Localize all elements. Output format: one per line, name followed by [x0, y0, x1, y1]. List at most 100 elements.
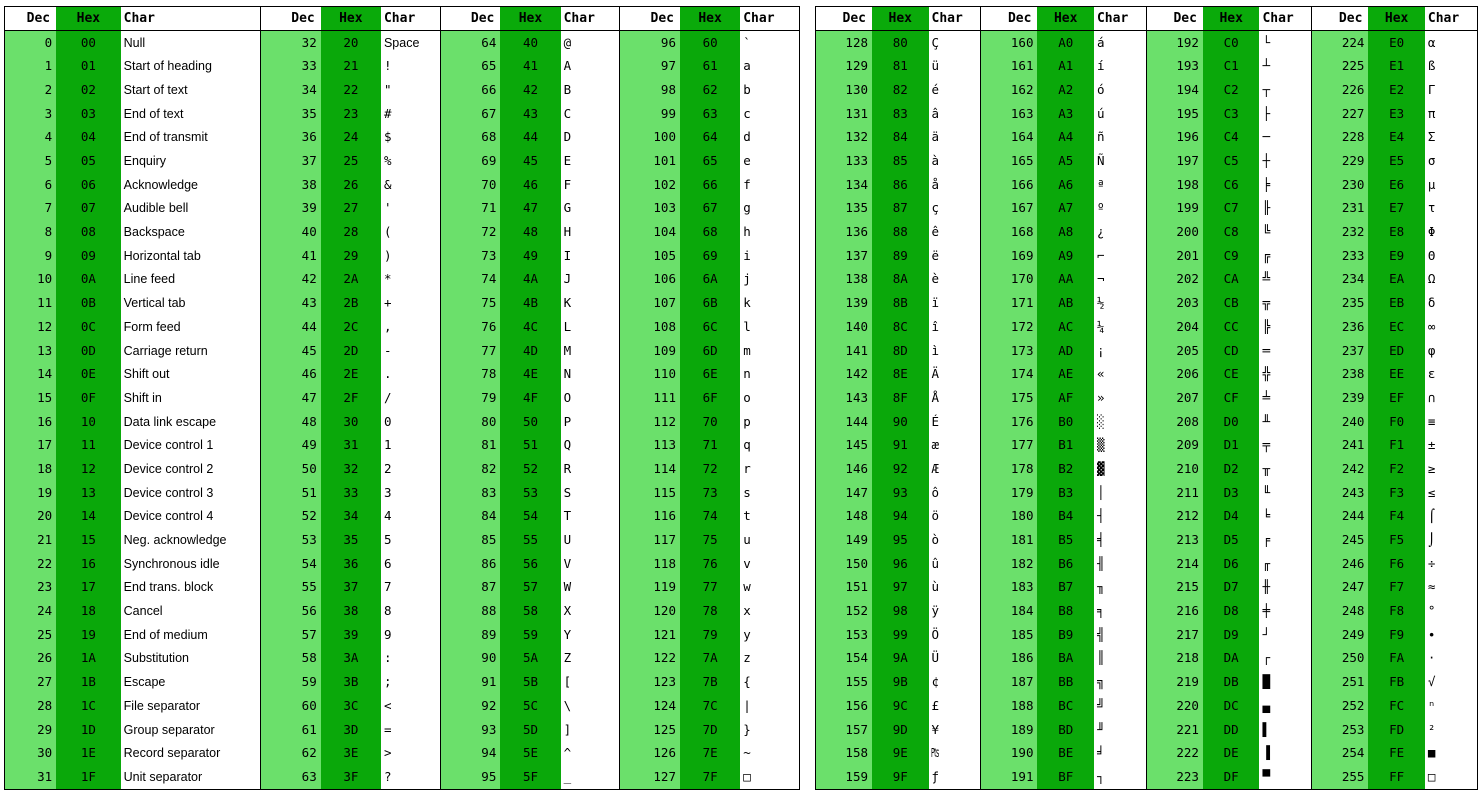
dec-cell: 196: [1146, 125, 1203, 150]
dec-cell: 140: [815, 315, 872, 339]
hex-cell: D8: [1202, 599, 1260, 624]
dec-cell: 227: [1311, 102, 1369, 126]
dec-cell: 222: [1146, 741, 1203, 766]
dec-cell: 150: [815, 552, 872, 576]
hex-cell: C5: [1202, 149, 1260, 174]
char-cell: A: [560, 54, 621, 79]
char-cell: ª: [1093, 173, 1147, 197]
hex-cell: F6: [1368, 552, 1425, 576]
table-row: 20 14 Device control 4 52 34 4 84 54 T 116 74 t: [4, 504, 801, 529]
hex-cell: DB: [1202, 670, 1260, 695]
dec-cell: 236: [1311, 315, 1369, 339]
table-row: 3 03 End of text 35 23 #67 43 C 99 63 c: [4, 102, 801, 126]
char-cell: Data link escape: [120, 410, 261, 434]
dec-cell: 64: [440, 30, 501, 55]
hex-cell: BC: [1037, 694, 1094, 718]
char-cell: µ: [1424, 173, 1478, 197]
char-cell: ú: [1093, 102, 1147, 126]
hex-cell: D3: [1202, 481, 1260, 505]
hex-cell: 9F: [872, 765, 929, 790]
hex-cell: 80: [872, 30, 929, 55]
dec-cell: 240: [1311, 410, 1369, 434]
dec-cell: 23: [4, 575, 57, 600]
char-cell: █: [1259, 670, 1313, 695]
char-cell: ¬: [1093, 267, 1147, 292]
char-cell: Θ: [1424, 244, 1478, 268]
dec-cell: 135: [815, 196, 872, 221]
hex-cell: 50: [500, 410, 561, 434]
hex-cell: ED: [1368, 338, 1425, 363]
hex-cell: 46: [500, 173, 561, 197]
char-cell: ╨: [1259, 410, 1313, 434]
char-cell: ?: [380, 765, 441, 790]
hex-cell: 61: [679, 54, 741, 79]
ascii-table-extended: Dec Hex Char Dec Hex Char Dec Hex Char Dec Hex Char…: [815, 6, 1478, 790]
char-cell: Σ: [1424, 125, 1478, 150]
hex-cell: 24: [320, 125, 381, 150]
hex-cell: 72: [679, 457, 741, 482]
table-row: 16 10 Data link escape 48 30 0 80 50 P 112 70 p: [4, 410, 801, 434]
hex-cell: 0A: [56, 267, 121, 292]
char-cell: (: [380, 220, 441, 245]
dec-cell: 215: [1146, 575, 1203, 600]
hex-cell: 6A: [679, 267, 741, 292]
dec-cell: 17: [4, 433, 57, 458]
char-cell: É: [928, 410, 982, 434]
dec-cell: 144: [815, 410, 872, 434]
dec-cell: 1: [4, 54, 57, 79]
hex-cell: 18: [56, 599, 121, 624]
hex-cell: 5C: [500, 694, 561, 718]
hex-cell: C0: [1202, 30, 1260, 55]
table-row: 21 15 Neg. acknowledge 53 35 5 85 55 U 117 75 u: [4, 528, 801, 553]
char-cell: o: [740, 386, 801, 410]
dec-cell: 48: [260, 410, 321, 434]
hex-cell: FF: [1368, 765, 1425, 790]
hex-cell: 76: [679, 552, 741, 576]
char-cell: r: [740, 457, 801, 482]
char-cell: J: [560, 267, 621, 292]
table-row: 136 88 ê 168 A8 ¿ 200 C8 ╚ 232 E8 Φ: [815, 220, 1478, 245]
char-cell: á: [1093, 30, 1147, 55]
table-row: 143 8F Å 175 AF» 207 CF ╧ 239 EF ∩: [815, 386, 1478, 410]
table-row: 4 04 End of transmit 36 24 $68 44 D 100 64 d: [4, 125, 801, 150]
dec-cell: 107: [619, 291, 680, 316]
dec-cell: 243: [1311, 481, 1369, 505]
header-dec-0: Dec: [4, 6, 57, 31]
char-cell: ½: [1093, 291, 1147, 316]
hex-cell: 78: [679, 599, 741, 624]
dec-cell: 174: [980, 362, 1038, 387]
hex-cell: 8A: [872, 267, 929, 292]
dec-cell: 241: [1311, 433, 1369, 458]
dec-cell: 145: [815, 433, 872, 458]
dec-cell: 229: [1311, 149, 1369, 174]
char-cell: ∞: [1424, 315, 1478, 339]
char-cell: ┬: [1259, 78, 1313, 103]
hex-cell: 1C: [56, 694, 121, 718]
char-cell: Φ: [1424, 220, 1478, 245]
hex-cell: 88: [872, 220, 929, 245]
hex-cell: 62: [679, 78, 741, 103]
hex-cell: 9B: [872, 670, 929, 695]
hex-cell: 8F: [872, 386, 929, 410]
hex-cell: FE: [1368, 741, 1425, 766]
hex-cell: 45: [500, 149, 561, 174]
hex-cell: E0: [1368, 30, 1425, 55]
dec-cell: 167: [980, 196, 1038, 221]
char-cell: Acknowledge: [120, 173, 261, 197]
hex-cell: BA: [1037, 646, 1094, 671]
hex-cell: 5E: [500, 741, 561, 766]
hex-cell: 14: [56, 504, 121, 529]
char-cell: Ö: [928, 623, 982, 647]
hex-cell: 98: [872, 599, 929, 624]
dec-cell: 95: [440, 765, 501, 790]
dec-cell: 211: [1146, 481, 1203, 505]
hex-cell: 21: [320, 54, 381, 79]
dec-cell: 176: [980, 410, 1038, 434]
dec-cell: 160: [980, 30, 1038, 55]
char-cell: t: [740, 504, 801, 529]
char-cell: P: [560, 410, 621, 434]
char-cell: ¼: [1093, 315, 1147, 339]
dec-cell: 26: [4, 646, 57, 671]
hex-cell: B6: [1037, 552, 1094, 576]
char-cell: ê: [928, 220, 982, 245]
